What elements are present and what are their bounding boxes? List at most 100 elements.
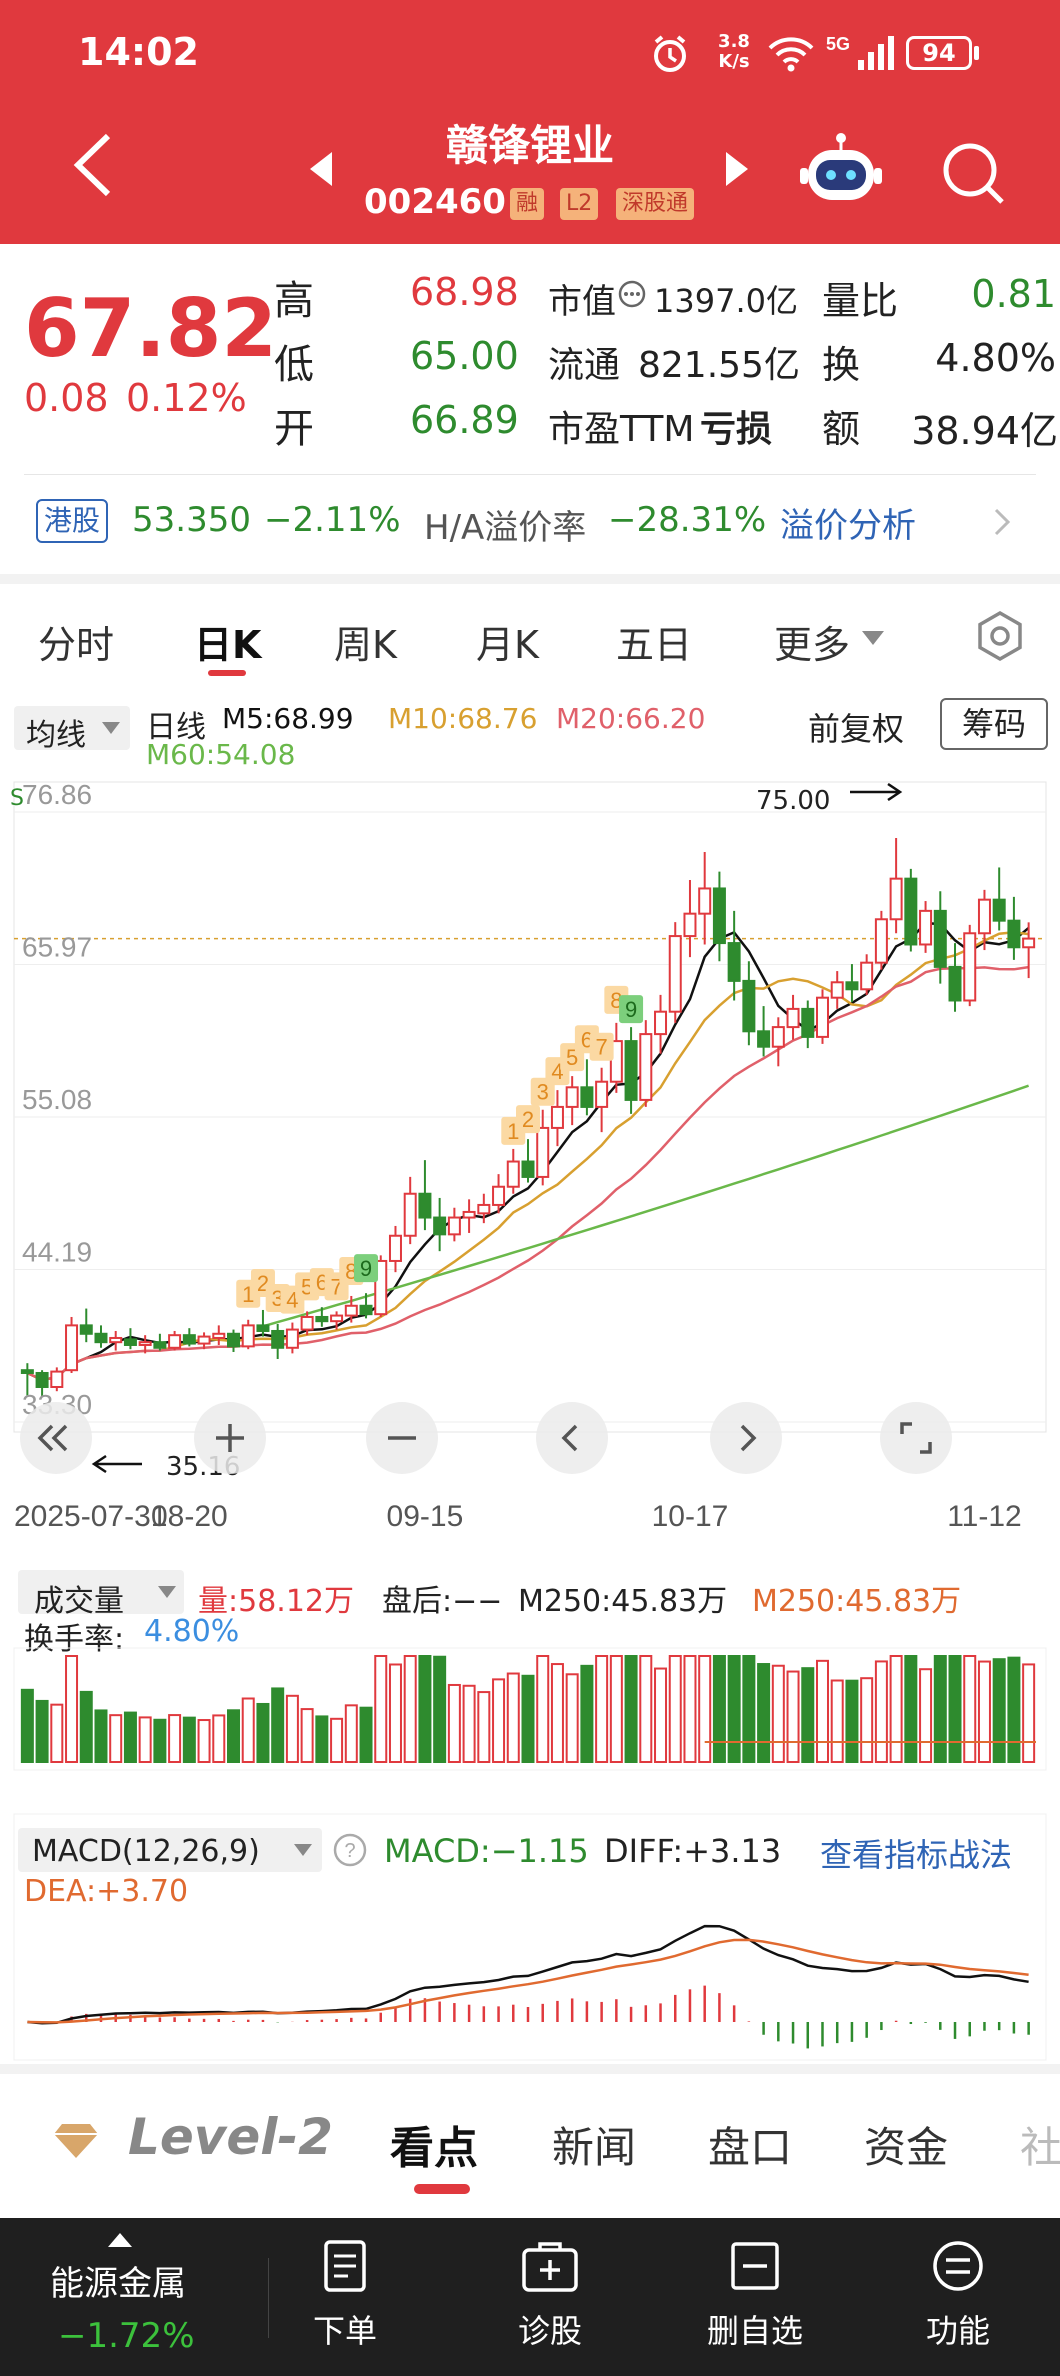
chart-control-fullscreen[interactable] [880,1402,952,1474]
volume-bar [624,1655,638,1763]
volume-bar [241,1697,255,1764]
volume-bar [977,1660,991,1763]
app-header: 14:02 3.8 K/s 5G 94 赣锋锂业 002460 融 L2 深股通 [0,0,1060,244]
volume-bar [757,1663,771,1763]
y-tick-label: 44.19 [22,1237,92,1268]
diagnose-button[interactable]: 诊股 [500,2238,600,2358]
tab-weekly-k[interactable]: 周K [334,623,397,667]
candle [506,1148,520,1194]
hk-price: 53.350 [132,500,251,540]
price-change-pct: 0.12% [126,376,247,420]
macd-diff-line [27,1924,1029,2025]
premium-value: −28.31% [608,500,767,540]
turnover-rate-label: 换手率: [24,1622,125,1657]
candle [344,1295,358,1323]
high-arrow-icon [850,782,903,802]
x-tick-label: 08-20 [151,1500,228,1533]
turnover-rate-value: 4.80% [144,1614,240,1649]
chips-button[interactable]: 筹码 [940,698,1048,750]
chart-control-zoom-in[interactable] [194,1402,266,1474]
open-value: 66.89 [410,398,519,442]
volume-bar [300,1708,314,1763]
content-tabs: Level-2 看点 新闻 盘口 资金 社 [0,2074,1060,2218]
sector-name[interactable]: 能源金属 [50,2264,186,2304]
quote-panel: 67.82 0.08 0.12% 高 68.98 低 65.00 开 66.89… [0,244,1060,574]
candle [138,1335,152,1354]
volume-bar [698,1655,712,1763]
chevron-right-icon[interactable] [992,506,1012,542]
info-icon[interactable] [618,280,646,312]
tab-five-day[interactable]: 五日 [616,623,693,667]
candle [933,891,947,984]
robot-assistant-icon[interactable] [800,130,882,210]
premium-analysis-link[interactable]: 溢价分析 [780,506,916,546]
tab-daily-k[interactable]: 日K [194,623,262,667]
svg-text:9: 9 [360,1256,372,1281]
caret-up-icon[interactable] [108,2232,132,2251]
volume-bar [536,1655,550,1763]
amount-label: 额 [822,407,861,451]
nine-turn-marker: 2 [516,1105,540,1134]
candle [889,838,903,934]
current-price: 67.82 [24,282,278,375]
back-icon[interactable] [70,130,114,204]
tab-intraday[interactable]: 分时 [38,623,115,667]
volume-bar [595,1655,609,1763]
tab-more[interactable]: 更多 [774,623,851,667]
volume-bar [654,1667,668,1763]
candle [727,910,741,1001]
tab-level2[interactable]: Level-2 [128,2108,333,2166]
volume-bar [668,1655,682,1763]
y-tick-label: 65.97 [22,932,92,963]
chart-control-zoom-out[interactable] [366,1402,438,1474]
tab-order-book[interactable]: 盘口 [708,2123,793,2172]
macd-strategy-link[interactable]: 查看指标战法 [820,1836,1013,1874]
chart-control-prev[interactable] [536,1402,608,1474]
float-value: 821.55亿 [638,345,800,386]
candle [1007,896,1021,960]
order-button[interactable]: 下单 [300,2238,390,2358]
tab-funds[interactable]: 资金 [864,2123,949,2172]
x-tick-label: 2025-07-31 [14,1500,167,1533]
candle [624,1027,638,1114]
candle [845,964,859,1002]
tab-highlights[interactable]: 看点 [390,2123,478,2174]
volume-value: 量:58.12万 [198,1584,354,1619]
volume-bar [388,1663,402,1763]
remove-watchlist-button[interactable]: 删自选 [690,2238,820,2358]
macd-panel: MACD(12,26,9) ? MACD:−1.15 DIFF:+3.13 查看… [0,1810,1060,2070]
candle [197,1332,211,1350]
candle [403,1176,417,1245]
search-icon[interactable] [940,140,1006,210]
tab-active-indicator [414,2184,470,2194]
chart-control-next[interactable] [710,1402,782,1474]
candle [374,1255,388,1317]
premium-label: H/A溢价率 [424,508,587,548]
gear-icon[interactable] [974,610,1026,666]
volume-bar [212,1714,226,1763]
caret-down-icon[interactable] [862,630,884,649]
candle [79,1308,93,1343]
chart-control-back[interactable] [20,1402,92,1474]
next-stock-icon[interactable] [726,152,748,190]
help-icon[interactable]: ? [332,1832,368,1872]
candle [241,1319,255,1350]
candle [580,1059,594,1116]
volume-select[interactable]: 成交量 [18,1570,184,1619]
medical-kit-icon [522,2242,578,2292]
volume-bar [874,1660,888,1763]
tab-community[interactable]: 社 [1020,2123,1060,2172]
macd-select[interactable]: MACD(12,26,9) [18,1828,322,1872]
prev-stock-icon[interactable] [310,152,332,190]
function-button[interactable]: 功能 [908,2238,1008,2358]
volume-bar [889,1655,903,1763]
x-tick-label: 09-15 [387,1500,464,1533]
tab-news[interactable]: 新闻 [552,2123,637,2172]
volume-bar [94,1709,108,1764]
tab-monthly-k[interactable]: 月K [476,623,539,667]
volume-bar [168,1714,182,1764]
adjust-select[interactable]: 前复权 [808,710,905,748]
ma-select[interactable]: 均线 [14,706,130,753]
hk-badge: 港股 [36,499,109,543]
